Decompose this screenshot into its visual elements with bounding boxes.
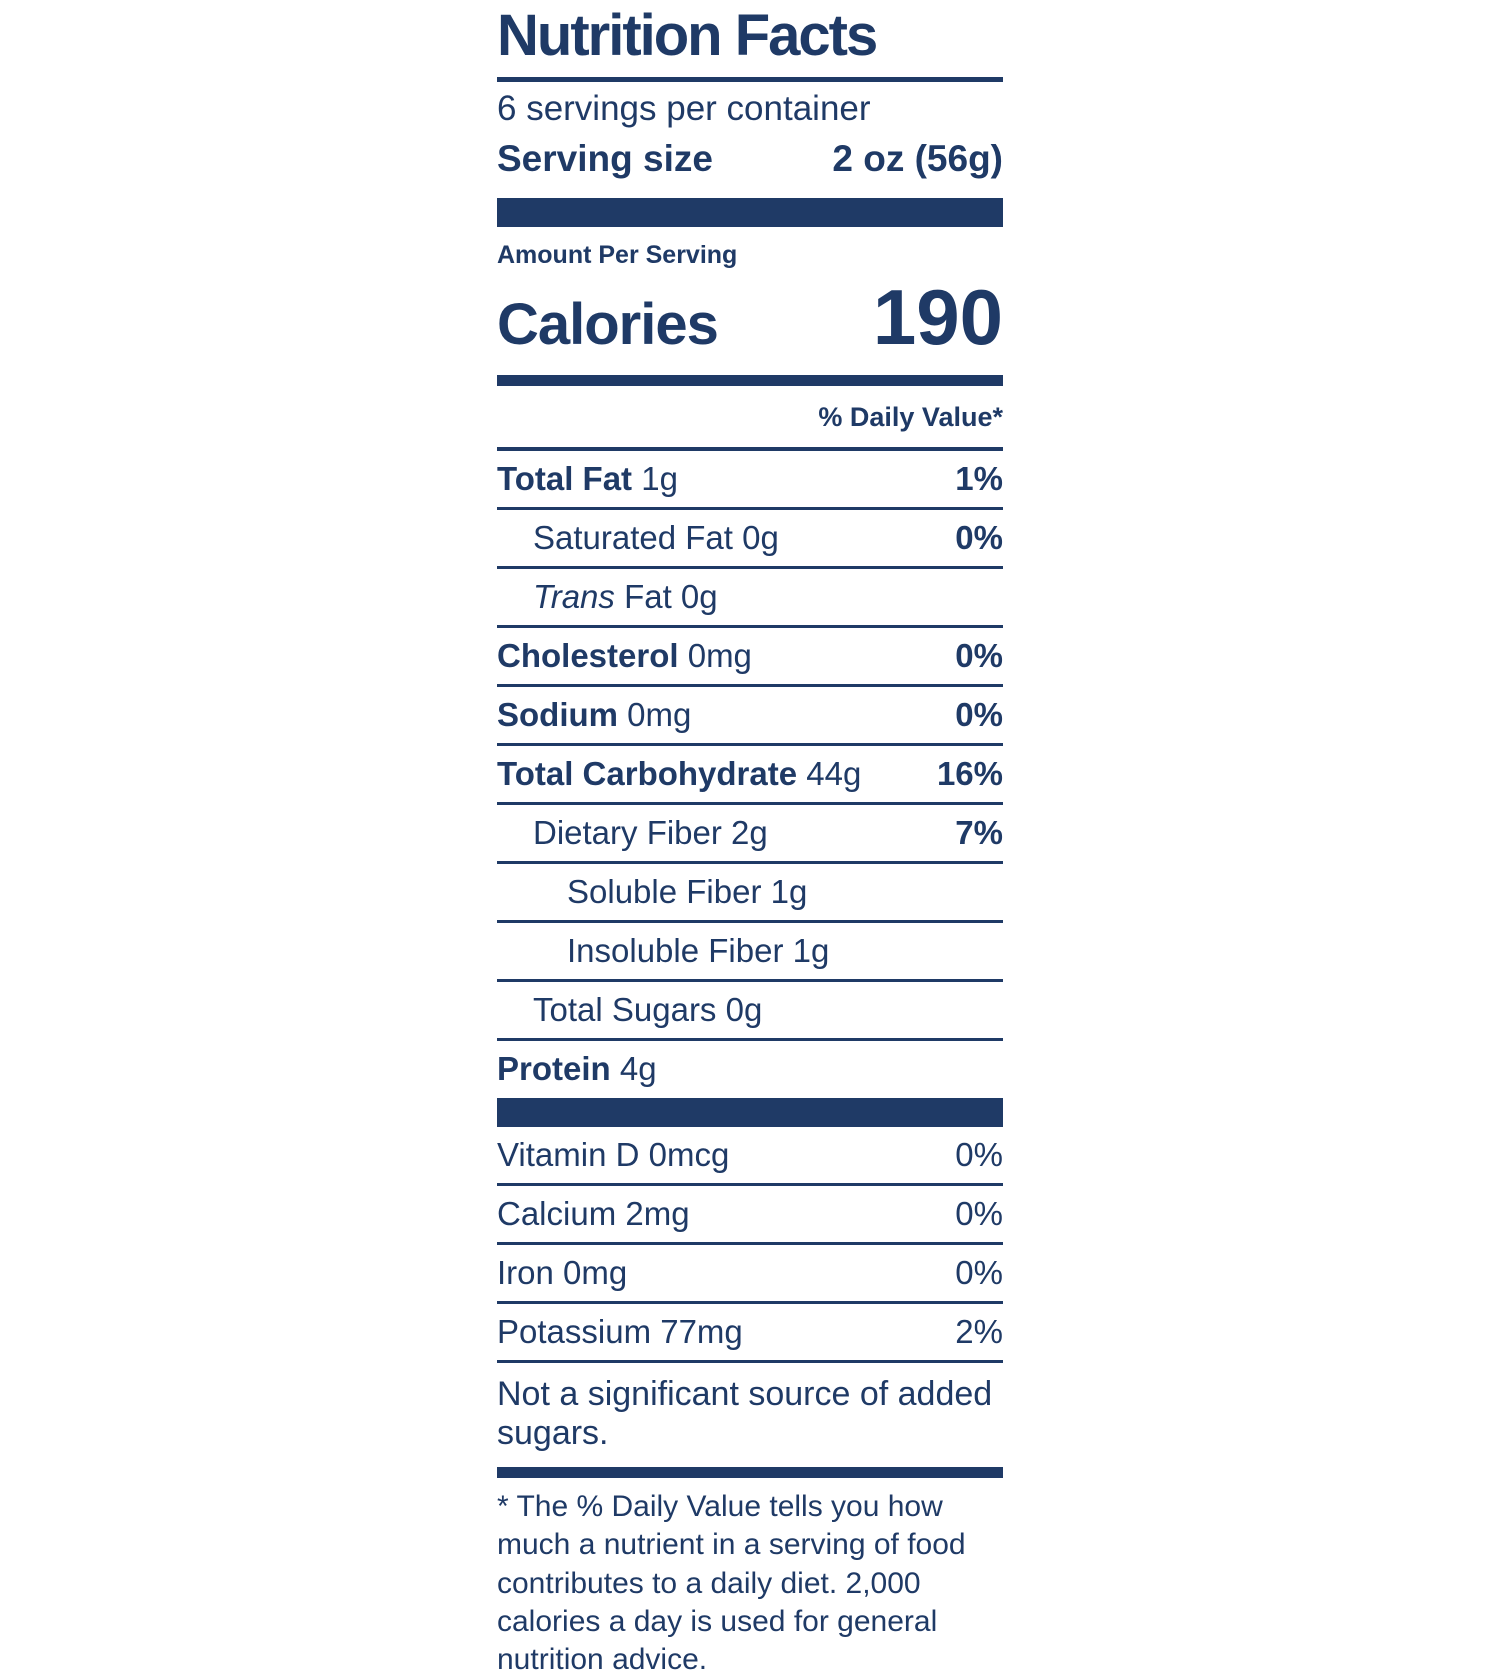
serving-size-label: Serving size xyxy=(497,137,713,179)
nutrient-row-total-carbohydrate: Total Carbohydrate 44g 16% xyxy=(497,746,1003,805)
calories-value: 190 xyxy=(872,272,1003,361)
serving-size-value: 2 oz (56g) xyxy=(832,137,1003,179)
nutrient-dv: 1% xyxy=(955,459,1003,497)
added-sugars-note: Not a significant source of added sugars… xyxy=(497,1374,993,1452)
nutrient-name: Total Fat 1g xyxy=(497,459,678,497)
nutrient-row-cholesterol: Cholesterol 0mg 0% xyxy=(497,628,1003,687)
vitamin-dv: 0% xyxy=(955,1135,1003,1173)
divider-thin-bottom xyxy=(497,1466,1003,1478)
nutrient-row-saturated-fat: Saturated Fat 0g 0% xyxy=(497,510,1003,569)
vitamin-name: Calcium 2mg xyxy=(497,1194,690,1232)
divider-medium xyxy=(497,374,1003,386)
nutrient-row-protein: Protein 4g xyxy=(497,1041,1003,1098)
nutrient-name: Soluble Fiber 1g xyxy=(567,872,808,910)
calories-label: Calories xyxy=(497,291,719,357)
divider-thick-middle xyxy=(497,1097,1003,1127)
nutrient-dv: 0% xyxy=(955,695,1003,733)
nutrient-name: Total Sugars 0g xyxy=(533,990,763,1028)
nutrient-dv: 16% xyxy=(936,754,1003,792)
vitamin-name: Potassium 77mg xyxy=(497,1312,743,1350)
daily-value-footnote: * The % Daily Value tells you how much a… xyxy=(497,1489,966,1677)
nutrient-name: Dietary Fiber 2g xyxy=(533,813,768,851)
nutrient-name: Total Carbohydrate 44g xyxy=(497,754,862,792)
vitamin-row-calcium: Calcium 2mg 0% xyxy=(497,1186,1003,1245)
label-title: Nutrition Facts xyxy=(497,5,1003,82)
vitamin-name: Iron 0mg xyxy=(497,1253,628,1291)
vitamin-row-iron: Iron 0mg 0% xyxy=(497,1245,1003,1304)
nutrient-name: Sodium 0mg xyxy=(497,695,692,733)
serving-size-row: Serving size 2 oz (56g) xyxy=(497,126,1003,198)
nutrient-row-insoluble-fiber: Insoluble Fiber 1g xyxy=(497,923,1003,982)
nutrient-name: Cholesterol 0mg xyxy=(497,636,752,674)
calories-row: Calories 190 xyxy=(497,270,1003,375)
daily-value-header: % Daily Value* xyxy=(497,386,1003,451)
nutrient-dv: 0% xyxy=(955,636,1003,674)
nutrient-row-total-fat: Total Fat 1g 1% xyxy=(497,451,1003,510)
nutrient-name: Insoluble Fiber 1g xyxy=(567,931,830,969)
vitamin-row-vitamin-d: Vitamin D 0mcg 0% xyxy=(497,1127,1003,1186)
nutrient-name: Protein 4g xyxy=(497,1050,657,1088)
nutrient-row-soluble-fiber: Soluble Fiber 1g xyxy=(497,864,1003,923)
nutrient-row-sodium: Sodium 0mg 0% xyxy=(497,687,1003,746)
nutrient-row-dietary-fiber: Dietary Fiber 2g 7% xyxy=(497,805,1003,864)
servings-per-container: 6 servings per container xyxy=(497,88,871,128)
nutrient-name: Trans Fat 0g xyxy=(533,577,718,615)
amount-per-serving-label: Amount Per Serving xyxy=(497,240,738,269)
vitamin-dv: 0% xyxy=(955,1253,1003,1291)
nutrient-row-total-sugars: Total Sugars 0g xyxy=(497,982,1003,1041)
vitamin-dv: 0% xyxy=(955,1194,1003,1232)
vitamin-name: Vitamin D 0mcg xyxy=(497,1135,730,1173)
nutrient-dv: 7% xyxy=(955,813,1003,851)
divider-thick-top xyxy=(497,197,1003,227)
vitamin-row-potassium: Potassium 77mg 2% xyxy=(497,1304,1003,1363)
nutrient-dv: 0% xyxy=(955,518,1003,556)
nutrition-facts-label: Nutrition Facts 6 servings per container… xyxy=(497,5,1003,1680)
nutrient-row-trans-fat: Trans Fat 0g xyxy=(497,569,1003,628)
vitamin-dv: 2% xyxy=(955,1312,1003,1350)
nutrient-name: Saturated Fat 0g xyxy=(533,518,779,556)
